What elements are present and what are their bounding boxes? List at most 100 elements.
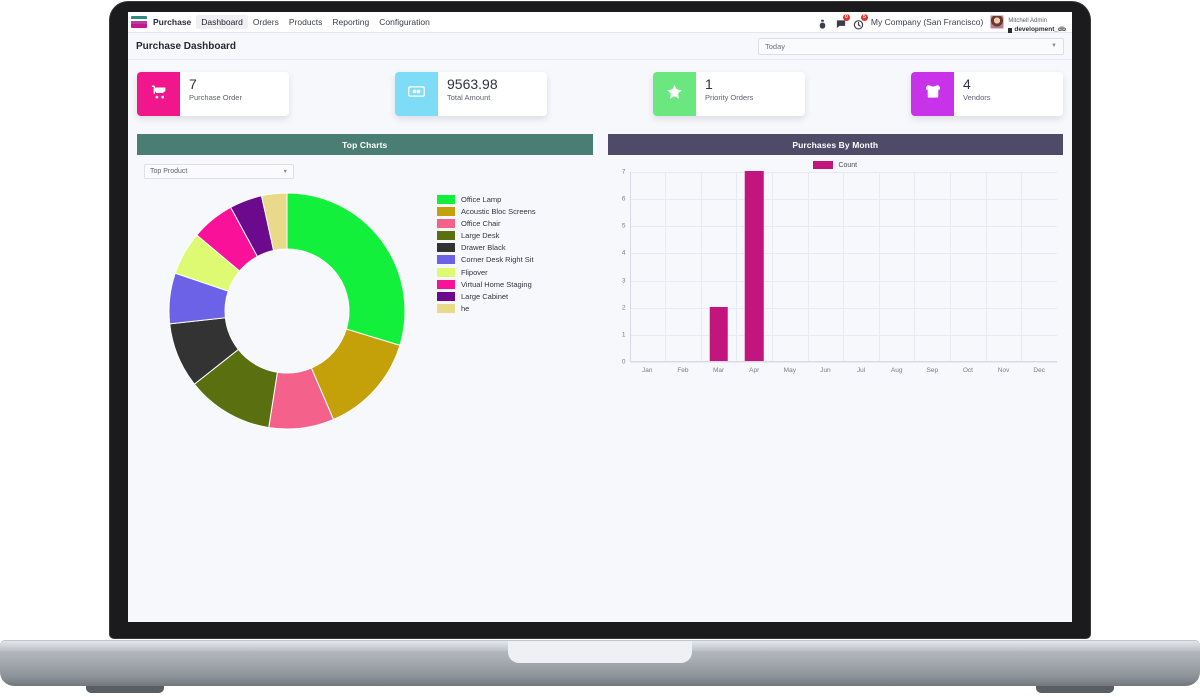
x-axis-line	[629, 361, 1057, 362]
app-name-purchase[interactable]: Purchase	[153, 17, 192, 27]
panel-title-top-charts: Top Charts	[342, 139, 388, 150]
legend-swatch	[437, 243, 455, 253]
activities-clock-icon[interactable]: 5	[853, 13, 868, 30]
bar[interactable]	[709, 306, 728, 361]
kpi-card-priority-orders[interactable]: 1 Priority Orders	[653, 72, 805, 116]
legend-item[interactable]: Acoustic Bloc Screens	[437, 207, 536, 217]
donut-chart-area: Office Lamp Acoustic Bloc Screens Office C…	[137, 183, 593, 433]
y-axis-line	[629, 172, 631, 362]
y-axis-tick-label: 5	[621, 222, 626, 230]
shopping-cart-icon	[151, 84, 167, 105]
charts-row: Top Charts Top Product ▼ Off	[136, 134, 1064, 433]
company-selector[interactable]: My Company (San Francisco)	[870, 17, 984, 27]
panel-body-top-charts: Top Product ▼ Office Lamp Acoustic Bloc S…	[137, 164, 593, 433]
kpi-value-priority-orders: 1	[705, 76, 713, 92]
messages-icon[interactable]: 0	[835, 13, 850, 28]
legend-item[interactable]: Office Chair	[437, 219, 536, 229]
kpi-icon-bg-total-amount	[395, 72, 438, 116]
legend-label: Corner Desk Right Sit	[461, 255, 534, 265]
legend-item[interactable]: he	[437, 303, 536, 313]
vendor-shirt-icon	[925, 84, 941, 104]
kpi-card-purchase-order[interactable]: 7 Purchase Order	[137, 72, 289, 116]
x-axis-tick-label: Feb	[677, 367, 689, 374]
screen-content: Purchase Dashboard Orders Products Repor…	[128, 12, 1072, 622]
user-menu[interactable]: Mitchell Admin development_db	[990, 12, 1066, 34]
menu-reporting[interactable]: Reporting	[332, 17, 370, 27]
legend-item[interactable]: Large Cabinet	[437, 291, 536, 301]
legend-item[interactable]: Flipover	[437, 267, 536, 277]
kpi-icon-bg-vendors	[911, 72, 954, 116]
y-axis-tick-label: 3	[621, 277, 626, 285]
donut-slice[interactable]	[260, 192, 288, 252]
user-database-label: development_db	[1014, 26, 1066, 33]
kpi-card-total-amount[interactable]: 9563.98 Total Amount	[395, 72, 547, 116]
top-product-select[interactable]: Top Product ▼	[144, 164, 294, 179]
kpi-value-purchase-order: 7	[189, 76, 197, 92]
kpi-value-total-amount: 9563.98	[447, 76, 498, 92]
legend-item[interactable]: Office Lamp	[437, 195, 536, 204]
laptop-foot-right	[1036, 686, 1114, 693]
bar[interactable]	[744, 171, 764, 361]
kpi-label-vendors: Vendors	[963, 92, 991, 102]
kpi-card-vendors[interactable]: 4 Vendors	[911, 72, 1063, 116]
donut-slice[interactable]	[286, 192, 406, 346]
legend-swatch	[437, 279, 455, 289]
panel-top-charts: Top Charts Top Product ▼ Off	[137, 134, 593, 433]
legend-swatch	[437, 195, 455, 204]
legend-item[interactable]: Virtual Home Staging	[437, 279, 536, 289]
grid-line-vertical	[700, 172, 702, 362]
chevron-down-icon: ▼	[282, 168, 288, 175]
y-axis-tick-label: 4	[621, 249, 626, 257]
page-title: Purchase Dashboard	[136, 40, 237, 52]
legend-swatch	[437, 231, 455, 241]
legend-label: Acoustic Bloc Screens	[461, 207, 536, 217]
legend-item[interactable]: Drawer Black	[437, 243, 536, 253]
grid-line-vertical	[878, 172, 880, 362]
kpi-icon-bg-priority-orders	[653, 72, 696, 116]
legend-label: Drawer Black	[461, 243, 506, 253]
legend-label: Large Desk	[461, 231, 500, 241]
menu-configuration[interactable]: Configuration	[379, 17, 430, 27]
donut-chart[interactable]	[137, 183, 437, 433]
y-axis-tick-label: 0	[621, 358, 626, 366]
grid-line-vertical	[807, 172, 809, 362]
bug-icon[interactable]	[817, 17, 828, 29]
x-axis-tick-label: Sep	[926, 367, 939, 374]
x-axis-tick-label: Apr	[749, 367, 760, 374]
legend-label: Large Cabinet	[461, 291, 509, 301]
kpi-label-total-amount: Total Amount	[447, 92, 491, 102]
kpi-value-vendors: 4	[963, 76, 971, 92]
app-top-bar: Purchase Dashboard Orders Products Repor…	[128, 12, 1072, 33]
grid-line-vertical	[771, 172, 773, 362]
bar-chart-legend[interactable]: Count	[608, 161, 1064, 169]
bar-legend-swatch-count	[813, 161, 834, 169]
donut-legend: Office Lamp Acoustic Bloc Screens Office C…	[437, 183, 536, 433]
y-axis-tick-label: 6	[621, 195, 626, 203]
legend-swatch	[437, 219, 455, 229]
top-bar-right-tools: 0 5 My Company (San Francisco) Mitchel	[817, 12, 1068, 34]
star-icon	[666, 84, 683, 105]
panel-title-purchases-by-month: Purchases By Month	[792, 139, 879, 150]
bar-chart[interactable]: 0 1 2 3 4 5 6 7 Jan Feb Mar Apr May Jun Jul Aug Sep Oct No…	[608, 169, 1064, 374]
kpi-label-purchase-order: Purchase Order	[189, 92, 242, 102]
x-axis-tick-label: Jan	[642, 367, 653, 374]
laptop-trackpad-notch	[508, 641, 692, 663]
odoo-logo-icon[interactable]	[131, 16, 147, 28]
grid-line-vertical	[736, 172, 738, 362]
menu-dashboard[interactable]: Dashboard	[196, 15, 248, 29]
user-name: Mitchell Admin	[1008, 18, 1048, 25]
laptop-foot-left	[86, 686, 164, 693]
panel-body-purchases-by-month: Count 0 1 2 3 4 5 6 7 Jan Feb Mar Apr May Jun Jul Aug Se…	[608, 161, 1064, 374]
menu-orders[interactable]: Orders	[252, 17, 279, 27]
grid-line-vertical	[665, 172, 667, 362]
menu-products[interactable]: Products	[288, 17, 323, 27]
date-filter-select[interactable]: Today ▼	[758, 37, 1064, 55]
legend-item[interactable]: Large Desk	[437, 231, 536, 241]
x-axis-tick-label: Dec	[1033, 367, 1045, 374]
money-bill-icon	[408, 85, 425, 103]
grid-line-vertical	[843, 172, 845, 362]
legend-label: he	[461, 303, 470, 313]
grid-line-horizontal	[629, 362, 1057, 363]
legend-item[interactable]: Corner Desk Right Sit	[437, 255, 536, 265]
activities-badge: 5	[860, 13, 868, 21]
